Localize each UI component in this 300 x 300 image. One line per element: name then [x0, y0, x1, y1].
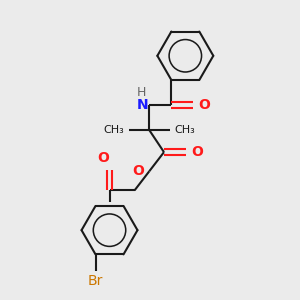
Text: O: O	[191, 145, 203, 159]
Text: CH₃: CH₃	[103, 125, 124, 135]
Text: Br: Br	[88, 274, 103, 287]
Text: O: O	[97, 152, 109, 165]
Text: H: H	[137, 85, 146, 99]
Text: O: O	[132, 164, 144, 178]
Text: CH₃: CH₃	[174, 125, 195, 135]
Text: O: O	[199, 98, 211, 112]
Text: N: N	[137, 98, 149, 112]
